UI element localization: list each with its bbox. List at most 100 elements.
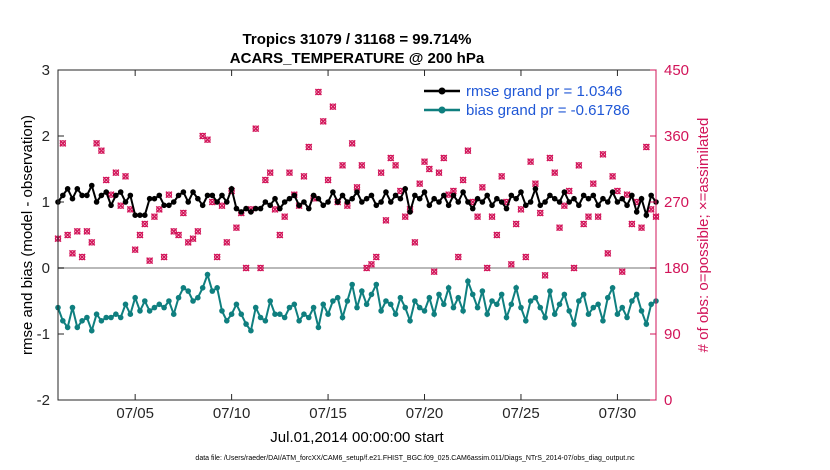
rmse-point <box>108 202 114 209</box>
obs-assimilated-marker <box>117 202 125 210</box>
obs-assimilated-marker <box>64 231 72 239</box>
rmse-point <box>469 205 476 212</box>
rmse-point <box>604 199 611 205</box>
obs-assimilated-marker <box>285 169 293 177</box>
rmse-point <box>508 192 515 199</box>
bias-point <box>648 301 654 308</box>
bias-point <box>532 294 539 301</box>
y-right-tick-label: 360 <box>664 128 689 145</box>
obs-assimilated-marker <box>604 249 612 257</box>
bias-point <box>142 298 148 304</box>
rmse-point <box>431 195 437 202</box>
bias-point <box>310 304 317 311</box>
bias-point <box>479 288 486 294</box>
obs-assimilated-marker <box>266 169 274 177</box>
rmse-point <box>407 209 413 215</box>
bias-point <box>281 314 288 321</box>
bias-point <box>494 301 500 308</box>
obs-assimilated-marker <box>584 213 592 221</box>
obs-assimilated-marker <box>73 227 81 235</box>
rmse-point <box>122 199 129 205</box>
obs-possible-marker <box>455 253 462 261</box>
bias-point <box>170 311 177 318</box>
obs-assimilated-marker <box>218 202 226 210</box>
bias-point <box>359 288 365 294</box>
obs-assimilated-marker <box>252 125 260 133</box>
rmse-point <box>412 192 418 199</box>
bias-point <box>489 298 495 304</box>
obs-possible-marker <box>440 154 448 162</box>
obs-assimilated-marker <box>638 224 646 232</box>
bias-point <box>609 285 616 291</box>
obs-possible-marker <box>131 246 139 253</box>
bias-point <box>175 294 182 301</box>
legend: rmse grand pr = 1.0346 bias grand pr = -… <box>417 77 651 123</box>
obs-assimilated-marker <box>59 139 67 147</box>
rmse-point <box>137 212 143 218</box>
obs-assimilated-marker <box>242 264 250 272</box>
rmse-point <box>339 192 346 199</box>
obs-possible-marker <box>93 140 100 147</box>
footer-data-file: data file: /Users/raeder/DAI/ATM_forcXX/… <box>195 455 635 462</box>
bias-point <box>551 311 558 318</box>
obs-possible-marker <box>117 202 124 209</box>
rmse-point <box>638 195 645 202</box>
obs-assimilated-marker <box>416 180 424 188</box>
obs-possible-marker <box>585 213 592 220</box>
obs-assimilated-marker <box>170 227 178 235</box>
bias-point <box>272 311 278 318</box>
x-axis-label: Jul.01,2014 00:00:00 start <box>270 429 444 446</box>
bias-point <box>238 311 245 318</box>
obs-assimilated-marker <box>522 253 530 261</box>
obs-possible-marker <box>185 239 192 246</box>
rmse-point <box>383 189 389 195</box>
bias-point <box>93 311 100 318</box>
bias-point <box>633 291 640 298</box>
obs-possible-marker <box>339 162 346 169</box>
bias-point <box>383 298 389 304</box>
rmse-point <box>527 199 534 205</box>
rmse-point <box>354 189 360 195</box>
y-right-tick-label: 90 <box>664 326 681 343</box>
bias-point <box>436 291 442 298</box>
obs-assimilated-marker <box>353 183 361 191</box>
chart-title-line2: ACARS_TEMPERATURE @ 200 hPa <box>230 50 485 67</box>
obs-possible-marker <box>561 202 568 209</box>
bias-point <box>484 311 491 318</box>
obs-possible-marker <box>416 180 423 187</box>
obs-possible-marker <box>512 220 520 228</box>
obs-possible-marker <box>580 220 587 228</box>
obs-possible-marker <box>218 202 226 209</box>
obs-possible-marker <box>276 231 284 239</box>
bias-point <box>629 298 635 304</box>
rmse-point <box>175 192 182 199</box>
bias-point <box>320 301 327 308</box>
obs-assimilated-marker <box>493 231 501 239</box>
rmse-point <box>590 192 597 199</box>
rmse-point <box>267 202 273 209</box>
bias-point <box>252 304 259 311</box>
bias-point <box>151 304 158 311</box>
bias-point <box>291 301 298 308</box>
bias-point <box>465 278 471 285</box>
obs-possible-marker <box>112 169 120 176</box>
obs-possible-marker <box>266 169 274 176</box>
obs-possible-marker <box>59 140 67 147</box>
bias-point <box>248 327 254 334</box>
rmse-point <box>571 195 577 202</box>
bias-point <box>508 301 515 308</box>
obs-possible-marker <box>83 228 91 235</box>
obs-assimilated-marker <box>430 268 438 276</box>
bias-point <box>392 311 399 318</box>
bias-point <box>243 321 249 327</box>
obs-assimilated-marker <box>122 172 130 180</box>
bias-point <box>79 318 85 324</box>
bias-point <box>576 298 582 304</box>
bias-point <box>373 281 380 288</box>
obs-assimilated-marker <box>570 264 578 272</box>
rmse-point <box>84 192 90 199</box>
rmse-point <box>60 192 66 199</box>
rmse-point <box>69 195 76 202</box>
obs-assimilated-marker <box>565 187 573 195</box>
rmse-point <box>648 192 654 199</box>
